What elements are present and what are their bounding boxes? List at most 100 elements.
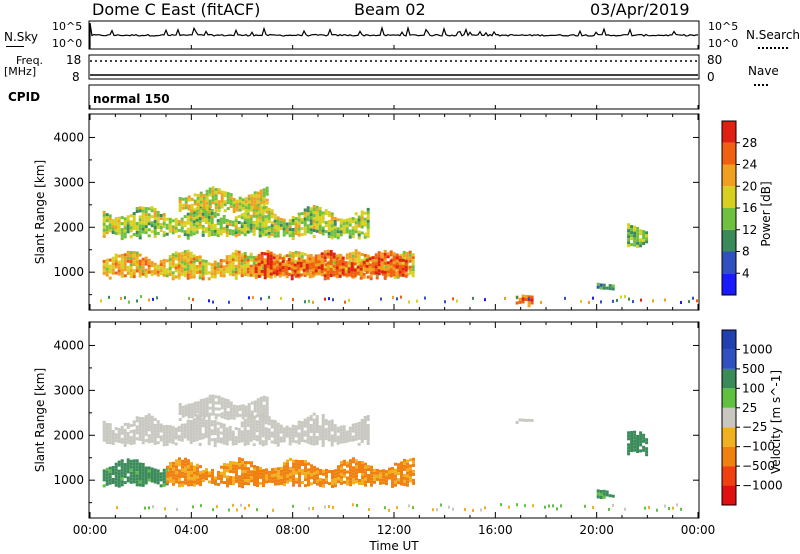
- heatmap-cell: [234, 225, 238, 229]
- heatmap-cell: [132, 432, 136, 436]
- heatmap-cell: [174, 251, 178, 255]
- heatmap-cell: [382, 475, 385, 479]
- heatmap-cell: [313, 465, 316, 469]
- heatmap-cell: [217, 191, 221, 195]
- heatmap-cell: [270, 440, 274, 444]
- heatmap-cell: [135, 474, 139, 478]
- heatmap-cell: [171, 262, 175, 266]
- heatmap-cell: [243, 230, 247, 234]
- heatmap-cell: [178, 403, 182, 406]
- heatmap-cell: [216, 505, 218, 509]
- heatmap-cell: [140, 295, 142, 299]
- heatmap-cell: [258, 204, 262, 208]
- heatmap-cell: [306, 209, 310, 213]
- heatmap-cell: [226, 198, 230, 202]
- heatmap-cell: [114, 232, 118, 235]
- heatmap-cell: [216, 433, 220, 437]
- heatmap-cell: [258, 216, 262, 220]
- heatmap-cell: [263, 261, 267, 265]
- heatmap-cell: [105, 213, 109, 217]
- heatmap-cell: [351, 251, 355, 255]
- heatmap-cell: [301, 463, 304, 466]
- heatmap-cell: [299, 267, 303, 271]
- heatmap-cell: [273, 429, 277, 433]
- heatmap-cell: [452, 507, 454, 511]
- heatmap-cell: [226, 411, 230, 415]
- heatmap-cell: [282, 233, 286, 237]
- heatmap-cell: [297, 218, 301, 222]
- heatmap-cell: [313, 480, 316, 484]
- heatmap-cell: [366, 436, 370, 439]
- heatmap-cell: [351, 429, 355, 433]
- heatmap-cell: [315, 217, 319, 221]
- heatmap-cell: [135, 465, 139, 469]
- xtick-label: 16:00: [478, 523, 513, 537]
- heatmap-cell: [219, 425, 223, 429]
- heatmap-cell: [141, 230, 145, 234]
- heatmap-cell: [226, 192, 230, 196]
- heatmap-cell: [366, 430, 370, 433]
- heatmap-cell: [246, 215, 250, 219]
- heatmap-cell: [357, 427, 361, 431]
- heatmap-cell: [257, 256, 261, 260]
- heatmap-cell: [343, 474, 346, 478]
- heatmap-cell: [627, 244, 631, 248]
- heatmap-cell: [258, 222, 262, 226]
- heatmap-cell: [309, 207, 313, 211]
- heatmap-cell: [255, 426, 259, 430]
- heatmap-cell: [386, 261, 390, 265]
- heatmap-cell: [411, 259, 415, 263]
- heatmap-cell: [392, 295, 394, 299]
- xtick-label: 20:00: [579, 523, 614, 537]
- heatmap-cell: [636, 244, 640, 248]
- heatmap-cell: [192, 298, 194, 302]
- heatmap-cell: [259, 201, 263, 205]
- heatmap-cell: [136, 299, 138, 303]
- heatmap-cell: [147, 422, 151, 426]
- heatmap-cell: [105, 258, 109, 262]
- heatmap-cell: [102, 234, 106, 238]
- heatmap-cell: [315, 208, 319, 212]
- heatmap-cell: [144, 466, 148, 470]
- heatmap-cell: [253, 206, 257, 210]
- heatmap-cell: [278, 274, 282, 278]
- heatmap-cell: [231, 232, 235, 236]
- heatmap-cell: [340, 463, 343, 467]
- heatmap-cell: [141, 435, 145, 439]
- heatmap-cell: [396, 269, 400, 273]
- heatmap-cell: [366, 234, 370, 238]
- heatmap-cell: [210, 432, 214, 436]
- heatmap-cell: [204, 259, 208, 263]
- heatmap-cell: [600, 300, 602, 304]
- heatmap-cell: [150, 209, 154, 213]
- heatmap-cell: [120, 437, 124, 441]
- heatmap-cell: [237, 262, 241, 266]
- heatmap-cell: [238, 404, 242, 408]
- heatmap-cell: [296, 267, 300, 271]
- heatmap-cell: [411, 256, 415, 260]
- heatmap-cell: [250, 416, 254, 420]
- heatmap-cell: [309, 219, 313, 223]
- heatmap-cell: [177, 428, 181, 432]
- heatmap-cell: [321, 229, 325, 233]
- heatmap-cell: [291, 234, 295, 237]
- heatmap-cell: [360, 437, 364, 440]
- heatmap-cell: [265, 186, 269, 190]
- heatmap-cell: [175, 459, 178, 463]
- heatmap-cell: [338, 259, 342, 263]
- heatmap-cell: [408, 300, 410, 304]
- heatmap-cell: [276, 437, 280, 441]
- heatmap-cell: [184, 463, 187, 467]
- heatmap-cell: [264, 436, 268, 440]
- heatmap-cell: [334, 475, 337, 479]
- heatmap-cell: [283, 480, 286, 484]
- heatmap-cell: [135, 251, 139, 255]
- heatmap-cell: [222, 429, 226, 433]
- heatmap-cell: [285, 228, 289, 232]
- heatmap-cell: [321, 432, 325, 435]
- heatmap-cell: [226, 414, 230, 418]
- heatmap-cell: [327, 229, 331, 232]
- heatmap-cell: [247, 412, 251, 416]
- heatmap-cell: [320, 270, 324, 274]
- heatmap-cell: [177, 222, 181, 226]
